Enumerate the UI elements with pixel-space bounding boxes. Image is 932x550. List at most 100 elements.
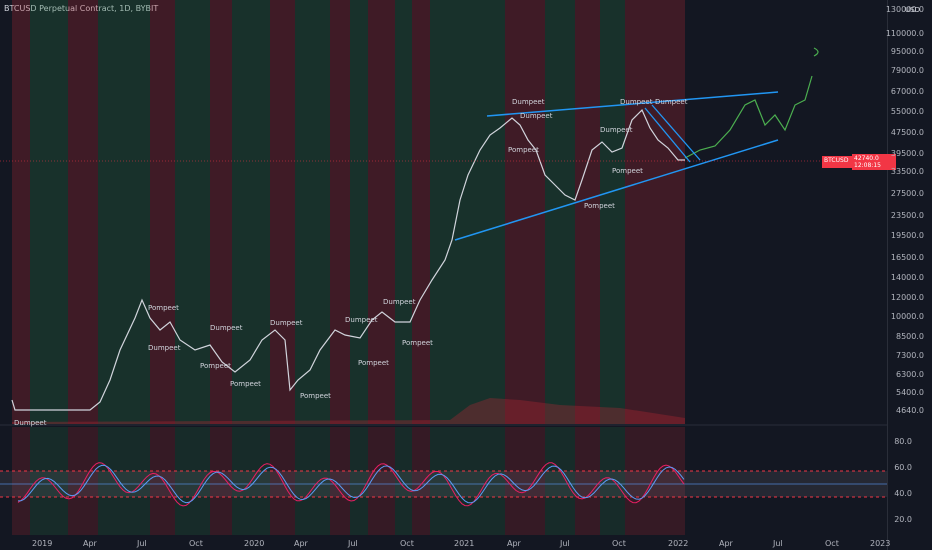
- regime-band: [650, 0, 685, 424]
- regime-band: [270, 0, 295, 424]
- price-tick-label: 4640.0: [896, 406, 924, 415]
- price-tick-label: 8500.0: [896, 332, 924, 341]
- regime-band: [545, 0, 575, 424]
- forecast-arrow: [813, 47, 819, 57]
- regime-band: [430, 0, 505, 424]
- annotation-label: Dumpeet: [210, 324, 243, 332]
- price-tick-label: 10000.0: [890, 312, 924, 321]
- last-price-value: 42740.0: [854, 155, 879, 162]
- price-tick-label: 14000.0: [890, 273, 924, 282]
- rsi-regime-band: [350, 427, 368, 535]
- annotation-label: Pompeet: [508, 146, 539, 154]
- price-tick-label: 95000.0: [890, 47, 924, 56]
- annotation-label: Pompeet: [148, 304, 179, 312]
- date-tick-label: Oct: [189, 539, 203, 548]
- price-tick-label: 16500.0: [890, 253, 924, 262]
- annotation-label: Pompeet: [402, 339, 433, 347]
- price-tick-label: 12000.0: [890, 293, 924, 302]
- regime-band: [575, 0, 600, 424]
- price-tick-label: 39500.0: [890, 149, 924, 158]
- regime-band: [368, 0, 395, 424]
- volume-area: [12, 398, 685, 424]
- regime-band: [350, 0, 368, 424]
- rsi-line: [17, 462, 685, 507]
- rsi-regime-band: [330, 427, 350, 535]
- price-tick-label: 19500.0: [890, 231, 924, 240]
- date-tick-label: Oct: [612, 539, 626, 548]
- rsi-regime-band: [368, 427, 395, 535]
- rsi-regime-band: [600, 427, 625, 535]
- date-tick-label: Apr: [507, 539, 521, 548]
- rsi-regime-band: [412, 427, 430, 535]
- regime-band: [175, 0, 210, 424]
- annotation-label: Pompeet: [200, 362, 231, 370]
- rsi-regime-band: [175, 427, 210, 535]
- annotation-label: Dumpeet: [383, 298, 416, 306]
- regime-band: [150, 0, 175, 424]
- annotation-label: Dumpeet: [512, 98, 545, 106]
- date-tick-label: Oct: [825, 539, 839, 548]
- annotation-label: Dumpeet: [345, 316, 378, 324]
- annotation-label: Dumpeet: [270, 319, 303, 327]
- annotation-label: Dumpeet: [600, 126, 633, 134]
- date-tick-label: Jul: [560, 539, 570, 548]
- annotation-label: Pompeet: [300, 392, 331, 400]
- regime-band: [412, 0, 430, 424]
- rsi-tick-label: 20.0: [894, 515, 912, 524]
- date-tick-label: Apr: [83, 539, 97, 548]
- price-tick-label: 33500.0: [890, 167, 924, 176]
- price-tick-label: 130000.0: [885, 5, 924, 14]
- rsi-regime-band: [545, 427, 575, 535]
- symbol-tag: BTCUSD: [822, 156, 856, 168]
- regime-band: [30, 0, 68, 424]
- regime-band: [12, 0, 30, 424]
- last-price-tag: 42740.0 12:08:15: [852, 154, 896, 170]
- annotation-label: Pompeet: [584, 202, 615, 210]
- regime-band: [68, 0, 98, 424]
- regime-band: [330, 0, 350, 424]
- price-tick-label: 67000.0: [890, 87, 924, 96]
- rsi-regime-band: [98, 427, 150, 535]
- annotation-label: Dumpeet: [14, 419, 47, 427]
- countdown: 12:08:15: [854, 162, 881, 169]
- rsi-regime-band: [68, 427, 98, 535]
- date-tick-label: Jul: [773, 539, 783, 548]
- rsi-signal-line: [17, 464, 685, 504]
- annotation-label: Pompeet: [230, 380, 261, 388]
- annotation-label: Pompeet: [612, 167, 643, 175]
- regime-band: [600, 0, 625, 424]
- date-tick-label: 2021: [454, 539, 475, 548]
- date-tick-label: 2020: [244, 539, 265, 548]
- price-tick-label: 27500.0: [890, 189, 924, 198]
- regime-band: [295, 0, 330, 424]
- date-tick-label: 2022: [668, 539, 689, 548]
- regime-band: [210, 0, 232, 424]
- chart-canvas[interactable]: Dumpeet Pompeet Dumpeet Dumpeet Pompeet Pompe…: [0, 0, 888, 550]
- rsi-regime-band: [650, 427, 685, 535]
- date-tick-label: Oct: [400, 539, 414, 548]
- price-tick-label: 7300.0: [896, 351, 924, 360]
- regime-band: [98, 0, 150, 424]
- date-tick-label: 2023: [870, 539, 891, 548]
- annotation-label: Dumpeet: [148, 344, 181, 352]
- date-tick-label: Jul: [137, 539, 147, 548]
- price-tick-label: 47500.0: [890, 128, 924, 137]
- channel-line-2: [651, 104, 701, 161]
- currency-label: USD: [905, 6, 920, 14]
- rsi-regime-band: [625, 427, 650, 535]
- annotation-label: Dumpeet: [520, 112, 553, 120]
- date-tick-label: Jul: [348, 539, 358, 548]
- rsi-regime-band: [150, 427, 175, 535]
- lower-trendline: [454, 139, 779, 241]
- price-series-line: [11, 108, 685, 411]
- price-tick-label: 5400.0: [896, 388, 924, 397]
- regime-band: [232, 0, 270, 424]
- rsi-regime-band: [395, 427, 412, 535]
- price-tick-label: 110000.0: [885, 29, 924, 38]
- price-axis[interactable]: USD: [887, 0, 932, 550]
- rsi-tick-label: 40.0: [894, 489, 912, 498]
- rsi-regime-band: [430, 427, 505, 535]
- regime-band: [395, 0, 412, 424]
- upper-trendline: [486, 91, 779, 117]
